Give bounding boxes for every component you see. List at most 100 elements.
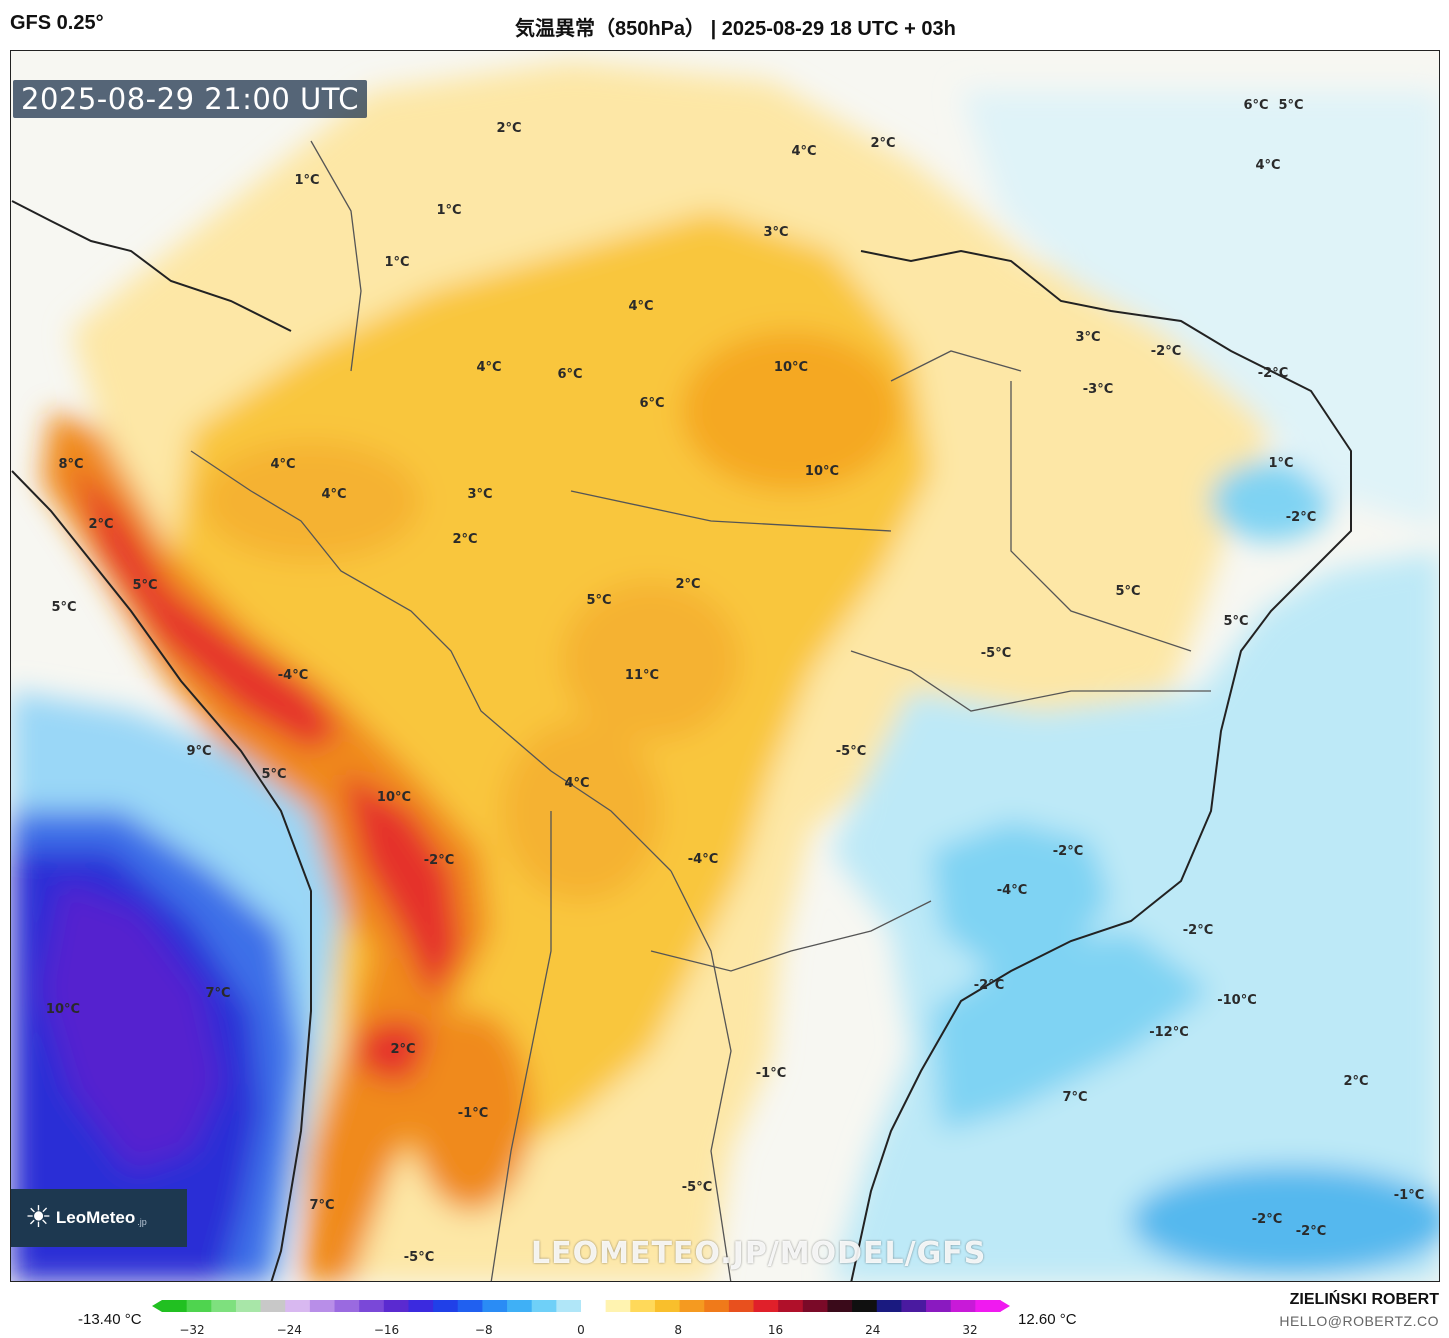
colorbar-tick-label: 32 <box>962 1323 977 1337</box>
contour-label: 10°C <box>46 1002 80 1017</box>
colorbar-segment <box>728 1300 755 1312</box>
colorbar-segment <box>359 1300 385 1312</box>
contour-label: -5°C <box>981 646 1011 661</box>
colorbar-segment <box>408 1300 434 1312</box>
contour-label: 3°C <box>763 225 788 240</box>
contour-label: -2°C <box>1258 366 1288 381</box>
contour-label: -5°C <box>836 744 866 759</box>
contour-label: 1°C <box>1268 456 1293 471</box>
contour-label: 1°C <box>384 255 409 270</box>
contour-label: 4°C <box>564 776 589 791</box>
contour-label: 6°C <box>557 367 582 382</box>
contour-label: -12°C <box>1149 1025 1189 1040</box>
contour-label: 2°C <box>452 532 477 547</box>
contour-label: 2°C <box>390 1042 415 1057</box>
colorbar-segment <box>926 1300 952 1312</box>
contour-label: 5°C <box>1278 98 1303 113</box>
anomaly-field <box>11 61 1439 1281</box>
colorbar-segment <box>753 1300 779 1312</box>
contour-label: 4°C <box>628 299 653 314</box>
contour-label: -2°C <box>1252 1212 1282 1227</box>
colorbar-tick-label: −16 <box>374 1323 399 1337</box>
contour-label: 5°C <box>261 767 286 782</box>
colorbar-segment <box>211 1300 237 1312</box>
contour-label: 2°C <box>496 121 521 136</box>
contour-label: -10°C <box>1217 993 1257 1008</box>
colorbar-segment <box>531 1300 557 1312</box>
author-credit: ZIELIŃSKI ROBERT <box>1289 1291 1439 1308</box>
colorbar-segment <box>433 1300 459 1312</box>
contour-label: 6°C <box>1243 98 1268 113</box>
colorbar-max-arrow <box>1000 1300 1010 1312</box>
temperature-anomaly-map: 2°C 4°C 2°C 1°C 1°C 1°C 6°C 5°C 4°C 3°C 4°C 4°C 6°C 6… <box>11 51 1439 1281</box>
contour-label: 7°C <box>309 1198 334 1213</box>
colorbar-segment <box>507 1300 533 1312</box>
colorbar-segment <box>654 1300 681 1312</box>
contour-label-layer: 2°C 4°C 2°C 1°C 1°C 1°C 6°C 5°C 4°C 3°C 4°C 4°C 6°C 6… <box>46 98 1424 1265</box>
logo-name: LeoMeteo <box>55 1208 136 1227</box>
colorbar-segment <box>334 1300 360 1312</box>
colorbar-segment <box>581 1300 607 1312</box>
contour-label: 4°C <box>791 144 816 159</box>
contour-label: 1°C <box>436 203 461 218</box>
colorbar-segment <box>235 1300 262 1312</box>
colorbar-segment <box>630 1300 656 1312</box>
contour-label: 10°C <box>377 790 411 805</box>
colorbar-min-label: -13.40 °C <box>78 1311 142 1328</box>
contour-label: -3°C <box>1083 382 1113 397</box>
contour-label: 6°C <box>639 396 664 411</box>
colorbar-segment <box>852 1300 878 1312</box>
contour-label: -4°C <box>997 883 1027 898</box>
border-lines <box>190 140 1211 1281</box>
colorbar-segment <box>950 1300 976 1312</box>
contour-label: 5°C <box>51 600 76 615</box>
contour-label: -5°C <box>682 1180 712 1195</box>
colorbar-tick-label: 24 <box>865 1323 880 1337</box>
contour-label: -1°C <box>458 1106 488 1121</box>
colorbar-segment <box>186 1300 212 1312</box>
logo-suffix: .jp <box>137 1216 147 1227</box>
coastlines <box>11 200 1352 1281</box>
author-email[interactable]: HELLO@ROBERTZ.CO <box>1279 1313 1439 1329</box>
contour-label: -4°C <box>278 668 308 683</box>
colorbar-min-arrow <box>152 1300 162 1312</box>
colorbar-segment <box>802 1300 829 1312</box>
colorbar-segment <box>704 1300 730 1312</box>
model-label: GFS 0.25° <box>10 12 104 34</box>
contour-label: -2°C <box>1183 923 1213 938</box>
contour-label: -2°C <box>974 978 1004 993</box>
contour-label: 9°C <box>186 744 211 759</box>
contour-label: -2°C <box>424 853 454 868</box>
colorbar-segment <box>260 1300 286 1312</box>
contour-label: -5°C <box>404 1250 434 1265</box>
contour-label: 4°C <box>321 487 346 502</box>
colorbar-max-label: 12.60 °C <box>1018 1311 1077 1328</box>
map-title: 気温異常（850hPa） | 2025-08-29 18 UTC + 03h <box>515 18 956 40</box>
colorbar-segment <box>679 1300 705 1312</box>
colorbar-segment <box>457 1300 484 1312</box>
colorbar-segment <box>309 1300 336 1312</box>
contour-label: -1°C <box>1394 1188 1424 1203</box>
contour-label: 2°C <box>88 517 113 532</box>
colorbar-tick-label: 8 <box>674 1323 682 1337</box>
contour-label: 5°C <box>132 578 157 593</box>
colorbar-tick-label: −24 <box>277 1323 302 1337</box>
contour-label: -2°C <box>1053 844 1083 859</box>
contour-label: 2°C <box>675 577 700 592</box>
contour-label: -2°C <box>1151 344 1181 359</box>
contour-label: 4°C <box>270 457 295 472</box>
colorbar-segment <box>285 1300 311 1312</box>
contour-label: 7°C <box>1062 1090 1087 1105</box>
leometeo-logo[interactable]: ☀ LeoMeteo .jp <box>11 1189 187 1247</box>
contour-label: 7°C <box>205 986 230 1001</box>
contour-label: -1°C <box>756 1066 786 1081</box>
contour-label: -2°C <box>1296 1224 1326 1239</box>
contour-label: -4°C <box>688 852 718 867</box>
contour-label: 3°C <box>1075 330 1100 345</box>
colorbar-segment <box>482 1300 508 1312</box>
colorbar-segment <box>383 1300 410 1312</box>
colorbar-tick-label: 16 <box>768 1323 783 1337</box>
contour-label: 1°C <box>294 173 319 188</box>
contour-label: -2°C <box>1286 510 1316 525</box>
contour-label: 11°C <box>625 668 659 683</box>
